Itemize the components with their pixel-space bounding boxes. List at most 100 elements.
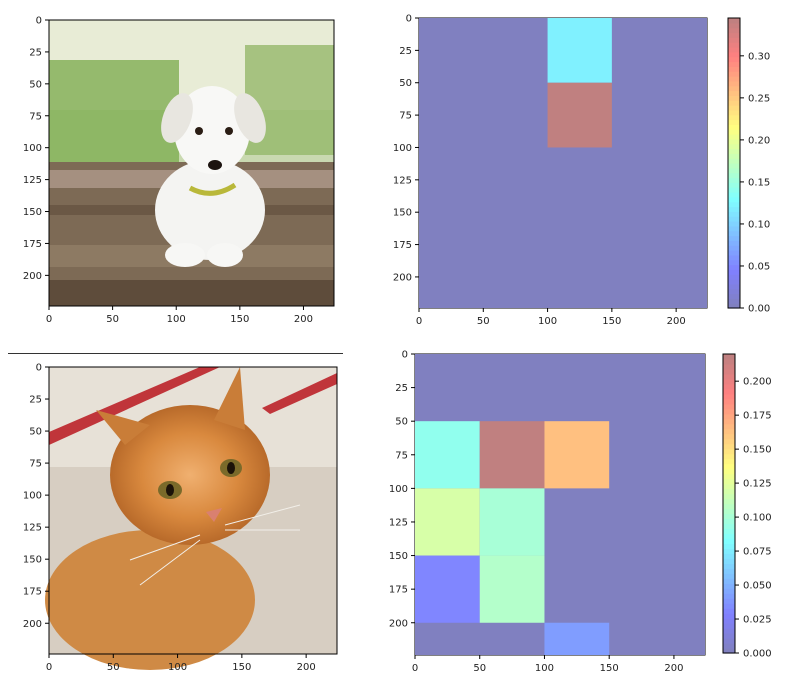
colorbar-segment: [723, 413, 735, 420]
colorbar-segment: [728, 167, 740, 174]
colorbar-tick-label: 0.20: [748, 135, 770, 146]
y-tick-label: 100: [389, 484, 408, 495]
y-tick-label: 75: [399, 111, 412, 122]
y-tick-label: 150: [23, 207, 42, 218]
colorbar-segment: [723, 363, 735, 370]
colorbar-segment: [723, 478, 735, 485]
colorbar-segment: [723, 563, 735, 569]
colorbar-tick-label: 0.25: [748, 93, 770, 104]
colorbar-segment: [728, 85, 740, 92]
y-tick-label: 100: [23, 143, 42, 154]
colorbar-tick-label: 0.000: [743, 649, 772, 660]
colorbar-segment: [723, 388, 735, 395]
colorbar-segment: [723, 583, 735, 589]
cat-photo: [45, 367, 337, 670]
colorbar-segment: [723, 463, 735, 470]
y-tick-label: 75: [29, 459, 42, 470]
y-tick-label: 0: [402, 350, 408, 361]
colorbar-segment: [728, 143, 740, 150]
colorbar-segment: [728, 259, 740, 266]
colorbar-segment: [728, 221, 740, 227]
x-tick-label: 0: [416, 316, 422, 327]
colorbar-segment: [723, 398, 735, 405]
y-tick-label: 150: [23, 555, 42, 566]
y-tick-label: 200: [389, 618, 408, 629]
x-tick-label: 50: [106, 314, 119, 325]
colorbar-segment: [728, 134, 740, 140]
colorbar-segment: [723, 523, 735, 530]
y-tick-label: 50: [29, 427, 42, 438]
colorbar-tick-label: 0.200: [743, 377, 772, 388]
colorbar-segment: [728, 119, 740, 125]
colorbar-segment: [728, 18, 740, 24]
colorbar-segment: [728, 138, 740, 145]
colorbar-segment: [728, 196, 740, 203]
colorbar-segment: [728, 172, 740, 179]
x-tick-label: 150: [602, 316, 621, 327]
y-tick-label: 0: [36, 363, 42, 374]
colorbar-segment: [723, 593, 735, 599]
y-tick-label: 50: [29, 79, 42, 90]
colorbar-segment: [728, 293, 740, 299]
x-tick-label: 150: [232, 662, 251, 673]
colorbar-segment: [728, 163, 740, 169]
heatmap-cell: [479, 421, 545, 489]
dog-heatmap-colorbar: 0.00 0.05 0.10 0.15 0.20 0.25 0.30: [727, 17, 770, 315]
colorbar-segment: [723, 518, 735, 525]
colorbar-segment: [723, 453, 735, 460]
colorbar-segment: [723, 643, 735, 649]
x-tick-label: 0: [46, 314, 52, 325]
colorbar-segment: [723, 493, 735, 500]
colorbar-segment: [728, 80, 740, 87]
heatmap-cell: [479, 488, 545, 556]
colorbar-segment: [728, 216, 740, 222]
colorbar-segment: [728, 187, 740, 193]
colorbar-segment: [723, 358, 735, 365]
colorbar-segment: [728, 148, 740, 154]
colorbar-segment: [728, 37, 740, 43]
x-tick-label: 200: [667, 316, 686, 327]
colorbar-segment: [728, 298, 740, 304]
colorbar-tick-label: 0.100: [743, 513, 772, 524]
y-tick-label: 125: [23, 523, 42, 534]
colorbar-frame: [722, 353, 736, 654]
x-tick-label: 200: [297, 662, 316, 673]
colorbar-segment: [723, 383, 735, 390]
heatmap-cell: [415, 421, 480, 489]
colorbar-segment: [723, 613, 735, 619]
colorbar-segment: [728, 288, 740, 295]
colorbar-segment: [723, 638, 735, 644]
y-tick-label: 50: [395, 417, 408, 428]
colorbar-segment: [723, 548, 735, 554]
x-tick-label: 200: [294, 314, 313, 325]
colorbar-segment: [723, 393, 735, 400]
colorbar-segment: [723, 373, 735, 380]
dog-photo: [49, 20, 334, 306]
y-tick-label: 50: [399, 78, 412, 89]
colorbar-segment: [728, 201, 740, 208]
colorbar-segment: [728, 274, 740, 280]
x-tick-label: 50: [107, 662, 120, 673]
colorbar-segment: [723, 483, 735, 490]
colorbar-segment: [723, 633, 735, 639]
colorbar-segment: [728, 32, 740, 38]
x-tick-label: 150: [230, 314, 249, 325]
colorbar-segment: [723, 508, 735, 515]
y-tick-label: 175: [23, 239, 42, 250]
colorbar-segment: [723, 588, 735, 594]
colorbar-segment: [728, 250, 740, 256]
colorbar-segment: [728, 61, 740, 67]
x-tick-label: 100: [167, 314, 186, 325]
colorbar-segment: [728, 206, 740, 212]
colorbar-segment: [728, 264, 740, 270]
colorbar-segment: [728, 245, 740, 251]
colorbar-segment: [728, 66, 740, 72]
y-tick-label: 150: [389, 551, 408, 562]
colorbar-segment: [728, 114, 740, 121]
colorbar-segment: [723, 553, 735, 559]
colorbar-tick-label: 0.125: [743, 479, 772, 490]
colorbar-tick-label: 0.150: [743, 445, 772, 456]
colorbar-segment: [723, 623, 735, 629]
colorbar-tick-label: 0.00: [748, 304, 770, 315]
x-tick-label: 100: [168, 662, 187, 673]
